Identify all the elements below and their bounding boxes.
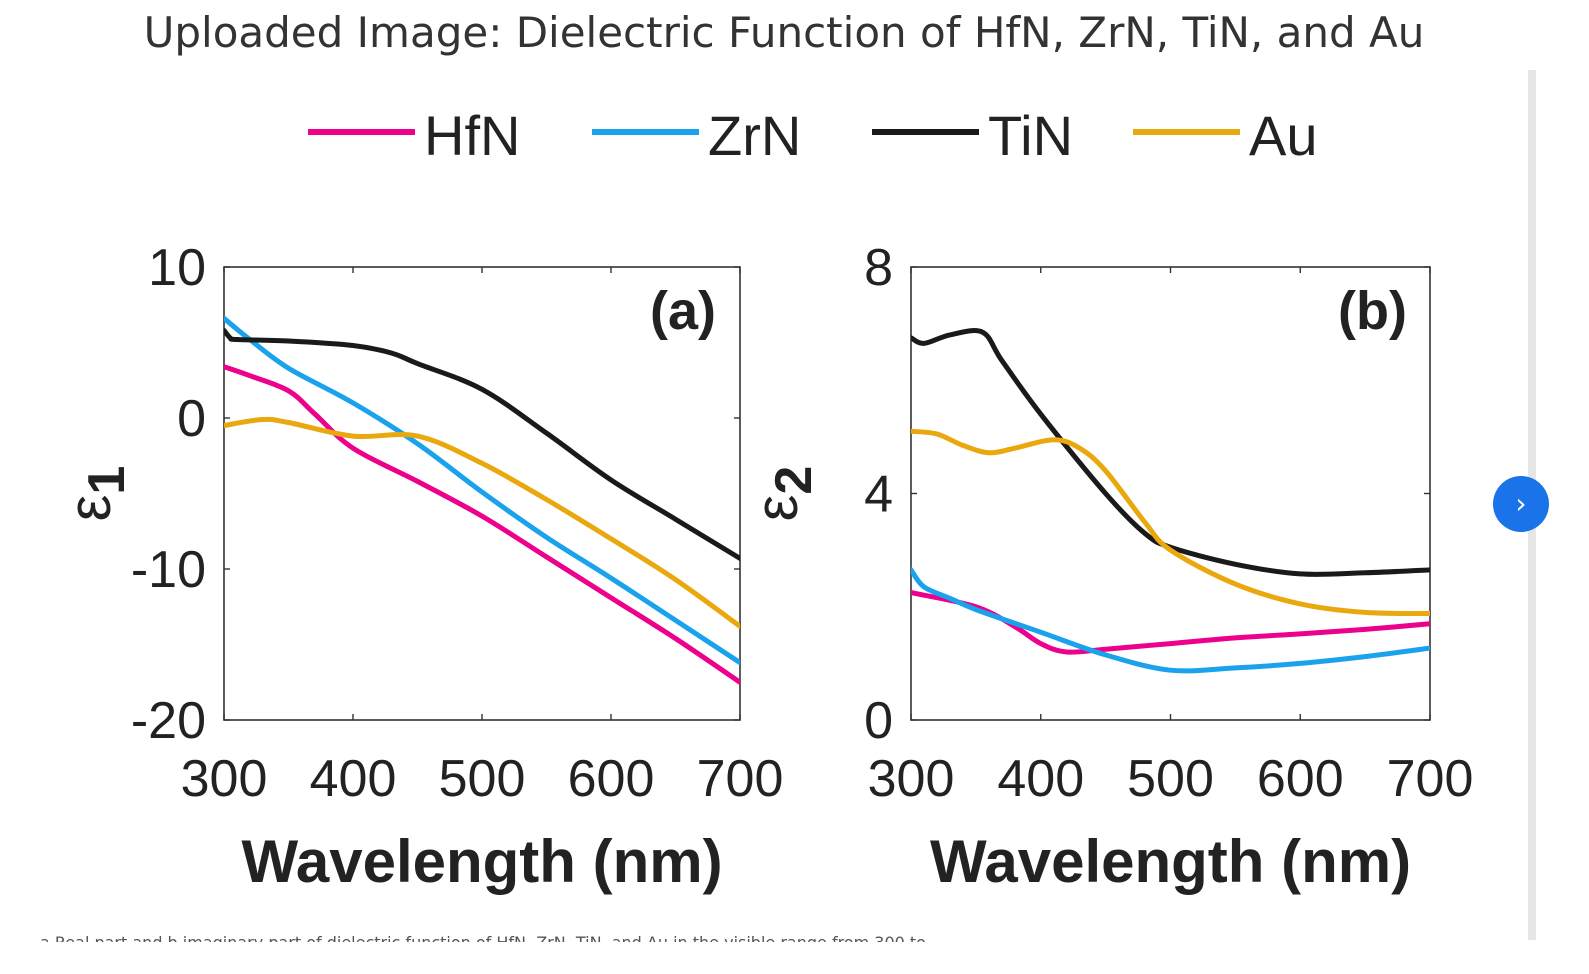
y-axis-symbol-b: ε: [743, 495, 810, 522]
figure: HfN ZrN TiN Au 300 400 500 600 700-20-10010(a)W…: [56, 104, 1473, 895]
y-tick-label-b: 0: [864, 692, 893, 750]
y-tick-label-a: -20: [131, 692, 206, 750]
legend-label-tin: TiN: [988, 104, 1073, 167]
x-axis-label-b: Wavelength (nm): [930, 828, 1411, 895]
panel-label-b: (b): [1338, 281, 1407, 341]
y-axis-label-b: ε2: [743, 466, 823, 522]
panel-label-a: (a): [650, 281, 716, 341]
y-tick-label-b: 8: [864, 239, 893, 297]
chevron-right-icon: ›: [1515, 487, 1527, 520]
x-tick-label-a: 700: [697, 750, 784, 808]
x-axis-label-a: Wavelength (nm): [241, 828, 722, 895]
legend-label-au: Au: [1249, 104, 1318, 167]
y-tick-label-a: 10: [148, 239, 206, 297]
y-axis-label-a: ε1: [56, 466, 136, 522]
x-tick-label-b: 500: [1127, 750, 1214, 808]
x-tick-label-a: 600: [568, 750, 655, 808]
legend-label-hfn: HfN: [424, 104, 520, 167]
panel-a: 300 400 500 600 700 -20 -10 0 10 (a) Wavelength (n…: [56, 239, 783, 895]
y-tick-label-a: 0: [177, 390, 206, 448]
y-tick-label-b: 4: [864, 466, 893, 524]
legend-label-zrn: ZrN: [708, 104, 801, 167]
page-title: Uploaded Image: Dielectric Function of H…: [143, 8, 1425, 57]
figure-caption: a Real part and b imaginary part of diel…: [40, 930, 1450, 942]
next-image-button[interactable]: ›: [1493, 476, 1549, 532]
x-tick-label-b: 300: [868, 750, 955, 808]
y-tick-label-a: -10: [131, 541, 206, 599]
x-tick-label-b: 400: [997, 750, 1084, 808]
x-tick-label-a: 300: [181, 750, 268, 808]
legend: HfN ZrN TiN Au: [308, 104, 1318, 167]
series-line-zrn-b: [911, 567, 1430, 674]
x-tick-label-a: 500: [439, 750, 526, 808]
panel-b: 300 400 500 600 700 0 4 8 (b) Wavelength (nm) ε2: [743, 239, 1473, 895]
series-line-au-b: [911, 428, 1430, 617]
x-tick-label-b: 700: [1387, 750, 1474, 808]
series-line-zrn-a: [224, 315, 740, 666]
x-tick-label-a: 400: [310, 750, 397, 808]
y-axis-symbol-a: ε: [56, 495, 123, 522]
y-axis-subscript-a: 1: [78, 466, 136, 495]
x-tick-label-b: 600: [1257, 750, 1344, 808]
series-line-au-a: [224, 416, 740, 629]
y-axis-subscript-b: 2: [765, 466, 823, 495]
series-line-hfn-b: [911, 590, 1430, 655]
series-line-tin-b: [911, 328, 1430, 577]
series-line-tin-a: [224, 327, 740, 561]
series-line-hfn-a: [224, 364, 740, 685]
